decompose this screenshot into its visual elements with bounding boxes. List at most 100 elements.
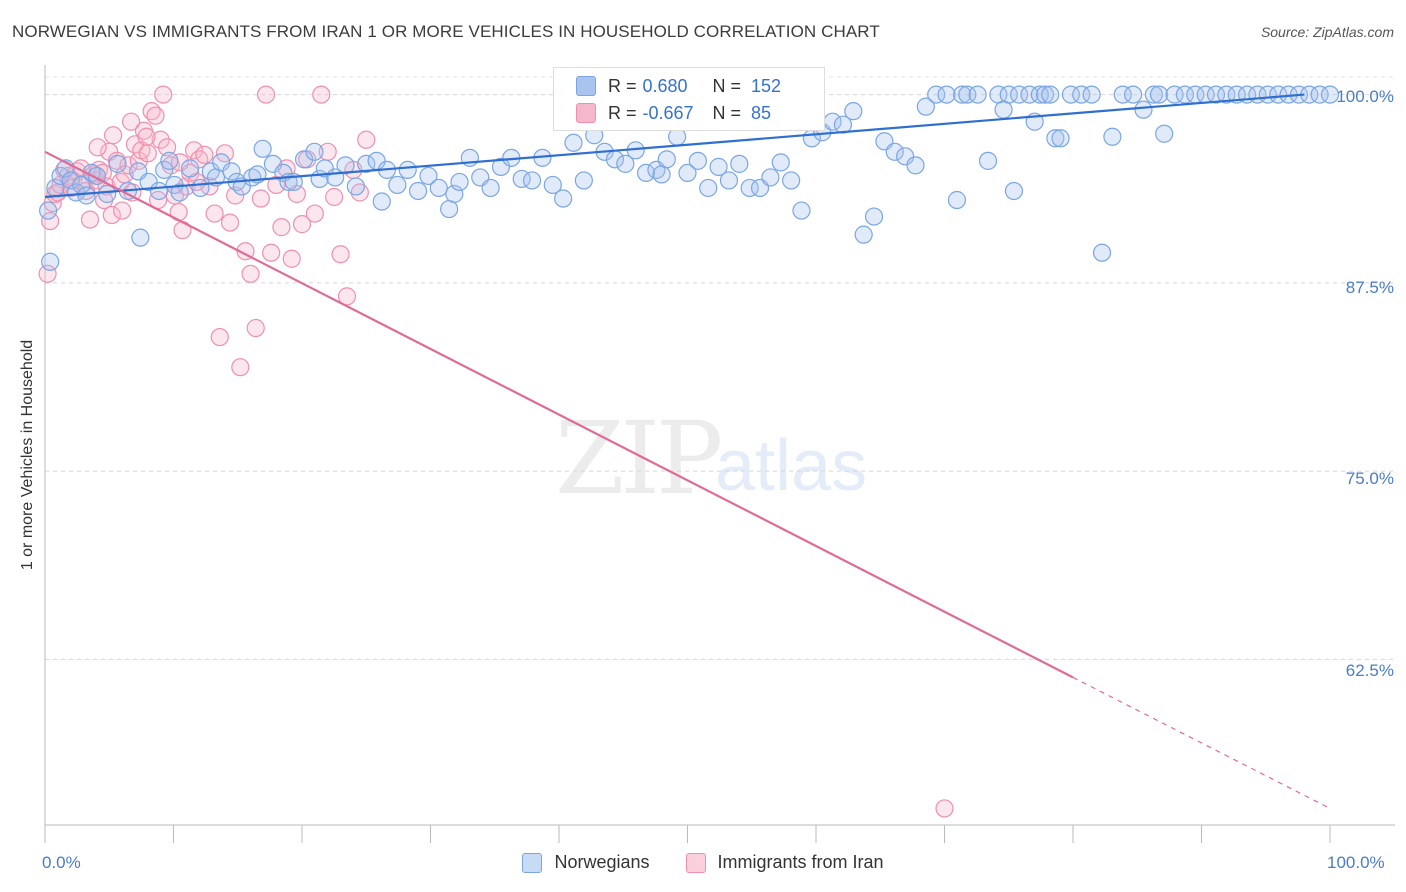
norwegian-point <box>1082 85 1101 104</box>
norwegian-point <box>709 157 728 176</box>
norwegian-point <box>678 163 697 183</box>
norwegian-point <box>927 85 946 104</box>
norwegian-point <box>782 171 801 190</box>
iran-point <box>88 138 107 157</box>
iran-point <box>112 201 132 220</box>
norwegian-point <box>1004 181 1024 201</box>
legend-label-iran: Immigrants from Iran <box>717 852 884 872</box>
iran-point <box>272 218 291 237</box>
norwegian-point <box>294 150 314 169</box>
norwegian-point <box>191 178 210 198</box>
legend-item-iran[interactable]: Immigrants from Iran <box>685 852 884 873</box>
norwegian-point <box>160 151 179 170</box>
iran-points <box>38 85 954 818</box>
stats-swatch-iran <box>576 103 596 123</box>
norwegian-point <box>253 139 272 158</box>
stats-n-label: N = <box>712 102 742 123</box>
norwegian-point <box>994 100 1013 119</box>
legend-item-norwegians[interactable]: Norwegians <box>522 852 650 873</box>
iran-point <box>80 210 100 229</box>
trend-lines <box>44 93 1331 809</box>
norwegian-point <box>1217 85 1236 104</box>
norwegian-point <box>1041 85 1060 104</box>
legend-swatch-norwegians <box>522 852 543 873</box>
iran-point <box>331 245 350 264</box>
norwegian-point <box>1165 85 1184 104</box>
iran-point <box>256 85 276 104</box>
iran-point <box>325 187 344 207</box>
norwegian-point <box>357 154 376 173</box>
norwegian-point <box>222 162 241 181</box>
norwegian-point <box>1206 85 1226 104</box>
norwegian-point <box>844 102 863 121</box>
x-tick-label-0: 0.0% <box>42 853 81 872</box>
iran-point <box>251 189 270 208</box>
norwegian-point <box>771 153 790 172</box>
norwegian-point <box>180 159 200 178</box>
norwegian-point <box>336 156 355 175</box>
norwegian-point <box>947 190 967 210</box>
norwegian-point <box>139 172 158 192</box>
norwegian-point <box>108 154 127 173</box>
iran-point <box>220 213 240 232</box>
iran-trend-extension <box>1072 676 1331 809</box>
norwegian-point <box>636 163 656 183</box>
iran-point <box>226 186 245 205</box>
norwegian-point <box>953 85 972 104</box>
norwegian-point <box>958 85 977 104</box>
norwegian-point <box>61 171 81 190</box>
norwegian-point <box>39 201 58 220</box>
norwegian-point <box>885 142 904 161</box>
iran-point <box>146 106 165 125</box>
iran-point <box>184 141 204 160</box>
iran-point <box>935 799 954 818</box>
norwegian-point <box>1051 129 1070 148</box>
norwegian-point <box>305 142 324 161</box>
norwegian-point <box>1103 127 1122 146</box>
norwegian-point <box>491 157 511 176</box>
stats-r-value-norwegians: 0.680 <box>642 75 688 96</box>
norwegian-point <box>263 154 283 173</box>
legend-label-norwegians: Norwegians <box>554 852 650 872</box>
norwegian-point <box>388 175 407 195</box>
norwegian-point <box>761 168 780 187</box>
watermark-zip: ZIP <box>555 400 723 517</box>
norwegian-point <box>450 172 469 192</box>
stats-swatch-norwegians <box>576 76 596 96</box>
norwegian-point <box>1175 85 1195 104</box>
norwegian-point <box>522 171 542 190</box>
norwegian-point <box>1155 124 1174 143</box>
norwegian-point <box>864 207 884 226</box>
norwegian-point <box>616 154 635 173</box>
norwegian-point <box>543 175 562 195</box>
norwegian-point <box>212 153 231 172</box>
norwegian-point <box>1035 85 1055 104</box>
y-tick-label-87-5: 87.5% <box>1345 278 1394 297</box>
stats-r-value-iran: -0.667 <box>642 102 694 123</box>
norwegian-point <box>1072 85 1091 104</box>
iran-point <box>138 144 157 163</box>
norwegian-point <box>346 177 365 196</box>
iran-point <box>246 318 265 338</box>
norwegian-point <box>398 160 417 179</box>
norwegian-point <box>131 228 150 247</box>
watermark-atlas: atlas <box>715 426 868 506</box>
norwegian-point <box>149 181 169 201</box>
norwegian-point <box>445 184 464 204</box>
iran-point <box>195 145 214 164</box>
norwegian-point <box>408 181 428 201</box>
iran-point <box>282 249 301 268</box>
norwegian-point <box>740 178 759 198</box>
norwegian-point <box>688 151 707 170</box>
norwegian-point <box>1144 85 1163 104</box>
iran-point <box>215 144 234 163</box>
iran-point <box>104 126 123 145</box>
iran-point <box>262 243 281 262</box>
x-tick-label-100: 100.0% <box>1327 853 1385 872</box>
norwegian-point <box>1113 85 1132 104</box>
norwegian-point <box>1092 243 1112 262</box>
norwegian-point <box>481 178 500 198</box>
norwegian-point <box>937 85 956 104</box>
iran-point <box>305 204 324 223</box>
y-tick-label-100: 100.0% <box>1336 87 1394 106</box>
